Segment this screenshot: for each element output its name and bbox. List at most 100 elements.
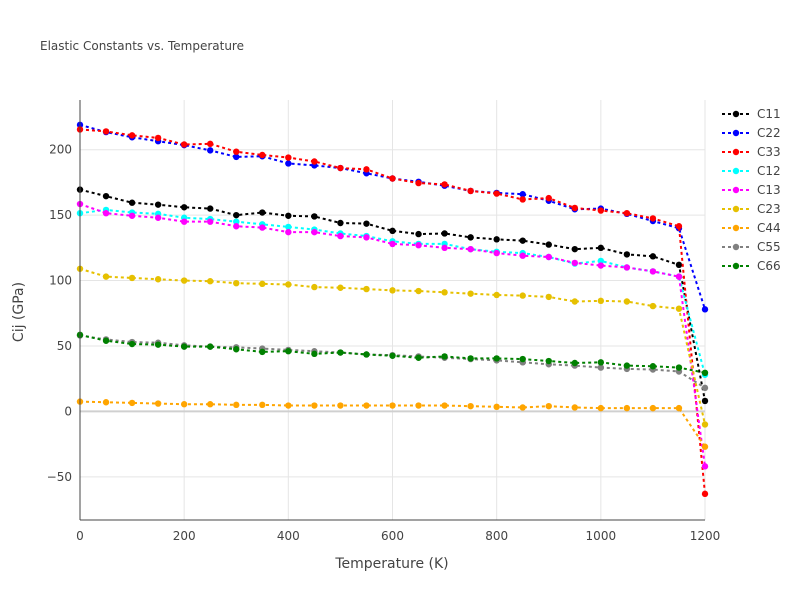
data-point	[389, 175, 396, 182]
data-point	[207, 147, 214, 154]
data-point	[207, 140, 214, 148]
y-tick-label: 50	[57, 339, 72, 353]
data-point	[623, 251, 631, 258]
data-point	[259, 224, 266, 231]
data-point	[649, 404, 657, 412]
legend-label: C44	[757, 221, 781, 235]
x-tick-label: 800	[485, 529, 508, 543]
data-point	[180, 401, 188, 408]
data-point	[571, 359, 578, 367]
data-point	[259, 401, 266, 409]
data-point	[623, 362, 631, 369]
data-point	[337, 164, 344, 172]
data-point	[623, 264, 631, 271]
data-point	[701, 397, 709, 405]
legend-item-c13[interactable]: C13	[722, 183, 781, 197]
data-point	[363, 285, 370, 293]
data-point	[128, 340, 136, 348]
legend-label: C33	[757, 145, 781, 159]
data-point	[519, 191, 526, 198]
data-point	[415, 230, 422, 238]
data-point	[415, 179, 422, 187]
data-point	[207, 278, 214, 285]
x-tick-label: 600	[381, 529, 404, 543]
data-point	[519, 355, 526, 363]
legend[interactable]: C11 C22 C33 C12 C13 C23 C44 C55 C66	[722, 107, 781, 273]
data-point	[337, 349, 344, 356]
x-tick-label: 400	[277, 529, 300, 543]
legend-item-c55[interactable]: C55	[722, 240, 781, 254]
data-point	[285, 160, 292, 167]
data-point	[597, 359, 605, 366]
data-point	[649, 268, 657, 275]
data-point	[233, 148, 240, 155]
data-point	[675, 261, 683, 269]
data-point	[337, 402, 344, 409]
data-point	[311, 158, 318, 165]
data-point	[493, 403, 500, 411]
legend-item-c23[interactable]: C23	[722, 202, 781, 216]
x-tick-label: 1200	[690, 529, 721, 543]
data-point	[493, 249, 500, 257]
data-point	[128, 212, 136, 219]
legend-label: C12	[757, 164, 781, 178]
data-point	[545, 402, 552, 410]
legend-swatch-marker	[732, 262, 740, 270]
data-point	[623, 209, 631, 217]
data-point	[363, 220, 370, 227]
data-point	[389, 227, 396, 235]
data-point	[675, 273, 683, 280]
data-point	[623, 298, 631, 305]
data-point	[701, 384, 709, 392]
data-point	[233, 279, 240, 287]
data-point	[337, 219, 344, 227]
series-c23	[76, 265, 709, 428]
data-point	[519, 196, 526, 203]
data-point	[597, 297, 605, 305]
data-point	[701, 369, 709, 377]
data-point	[207, 401, 214, 408]
data-point	[493, 291, 500, 299]
data-point	[154, 214, 162, 221]
data-point	[180, 218, 188, 225]
legend-item-c11[interactable]: C11	[722, 107, 781, 121]
data-point	[154, 134, 162, 142]
data-point	[102, 399, 110, 406]
data-point	[493, 190, 500, 197]
data-point	[597, 404, 605, 412]
data-point	[285, 281, 292, 288]
legend-swatch-marker	[732, 110, 740, 118]
data-point	[441, 230, 448, 237]
data-point	[571, 404, 578, 411]
data-point	[363, 402, 370, 409]
data-point	[154, 400, 162, 407]
legend-item-c12[interactable]: C12	[722, 164, 781, 178]
data-point	[259, 348, 266, 356]
data-point	[597, 207, 605, 214]
data-point	[154, 341, 162, 348]
data-point	[102, 273, 110, 280]
data-point	[519, 237, 526, 244]
series-layer	[76, 121, 709, 498]
series-c13	[76, 200, 709, 470]
legend-item-c44[interactable]: C44	[722, 221, 781, 235]
data-point	[102, 128, 110, 135]
legend-item-c66[interactable]: C66	[722, 259, 781, 273]
data-point	[389, 402, 396, 409]
series-c33	[76, 126, 709, 498]
data-point	[389, 240, 396, 248]
data-point	[467, 234, 474, 241]
legend-item-c22[interactable]: C22	[722, 126, 781, 140]
legend-item-c33[interactable]: C33	[722, 145, 781, 159]
data-point	[467, 402, 474, 410]
data-point	[311, 283, 318, 291]
data-point	[441, 402, 448, 409]
data-point	[233, 223, 240, 230]
data-point	[311, 402, 318, 409]
data-point	[337, 284, 344, 291]
legend-label: C55	[757, 240, 781, 254]
x-tick-label: 200	[173, 529, 196, 543]
data-point	[233, 401, 240, 409]
data-point	[337, 232, 344, 240]
